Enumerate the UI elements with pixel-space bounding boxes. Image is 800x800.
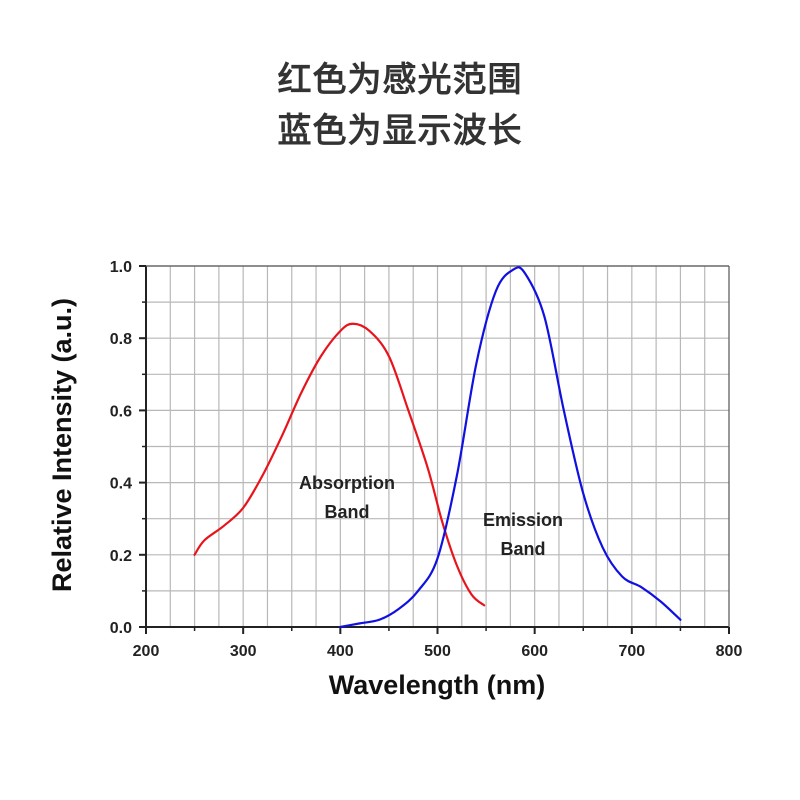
y-tick-label: 1.0 xyxy=(110,259,132,276)
emission-band-label-line1: Emission xyxy=(483,510,563,530)
x-tick-label: 200 xyxy=(133,643,160,660)
y-tick-label: 0.2 xyxy=(110,548,132,565)
y-tick-label: 0.6 xyxy=(110,403,132,420)
y-tick-label: 0.4 xyxy=(110,476,132,493)
y-axis-title: Relative Intensity (a.u.) xyxy=(47,298,77,592)
x-tick-label: 500 xyxy=(424,643,451,660)
x-tick-label: 300 xyxy=(230,643,257,660)
title-line-2: 蓝色为显示波长 xyxy=(277,111,523,151)
absorption-band-curve xyxy=(193,322,486,607)
x-tick-label: 800 xyxy=(716,643,743,660)
emission-band-label-line2: Band xyxy=(501,539,546,559)
y-tick-label: 0.8 xyxy=(110,331,132,348)
x-tick-label: 600 xyxy=(521,643,548,660)
title-line-1: 红色为感光范围 xyxy=(277,60,523,100)
x-axis-title: Wavelength (nm) xyxy=(329,670,546,700)
grid-lines xyxy=(146,265,729,627)
absorption-band-label-line1: Absorption xyxy=(299,473,395,493)
absorption-band-label-line2: Band xyxy=(325,502,370,522)
emission-band-curve xyxy=(339,266,682,629)
x-tick-label: 400 xyxy=(327,643,354,660)
y-tick-label: 0.0 xyxy=(110,620,132,637)
x-tick-label: 700 xyxy=(618,643,645,660)
